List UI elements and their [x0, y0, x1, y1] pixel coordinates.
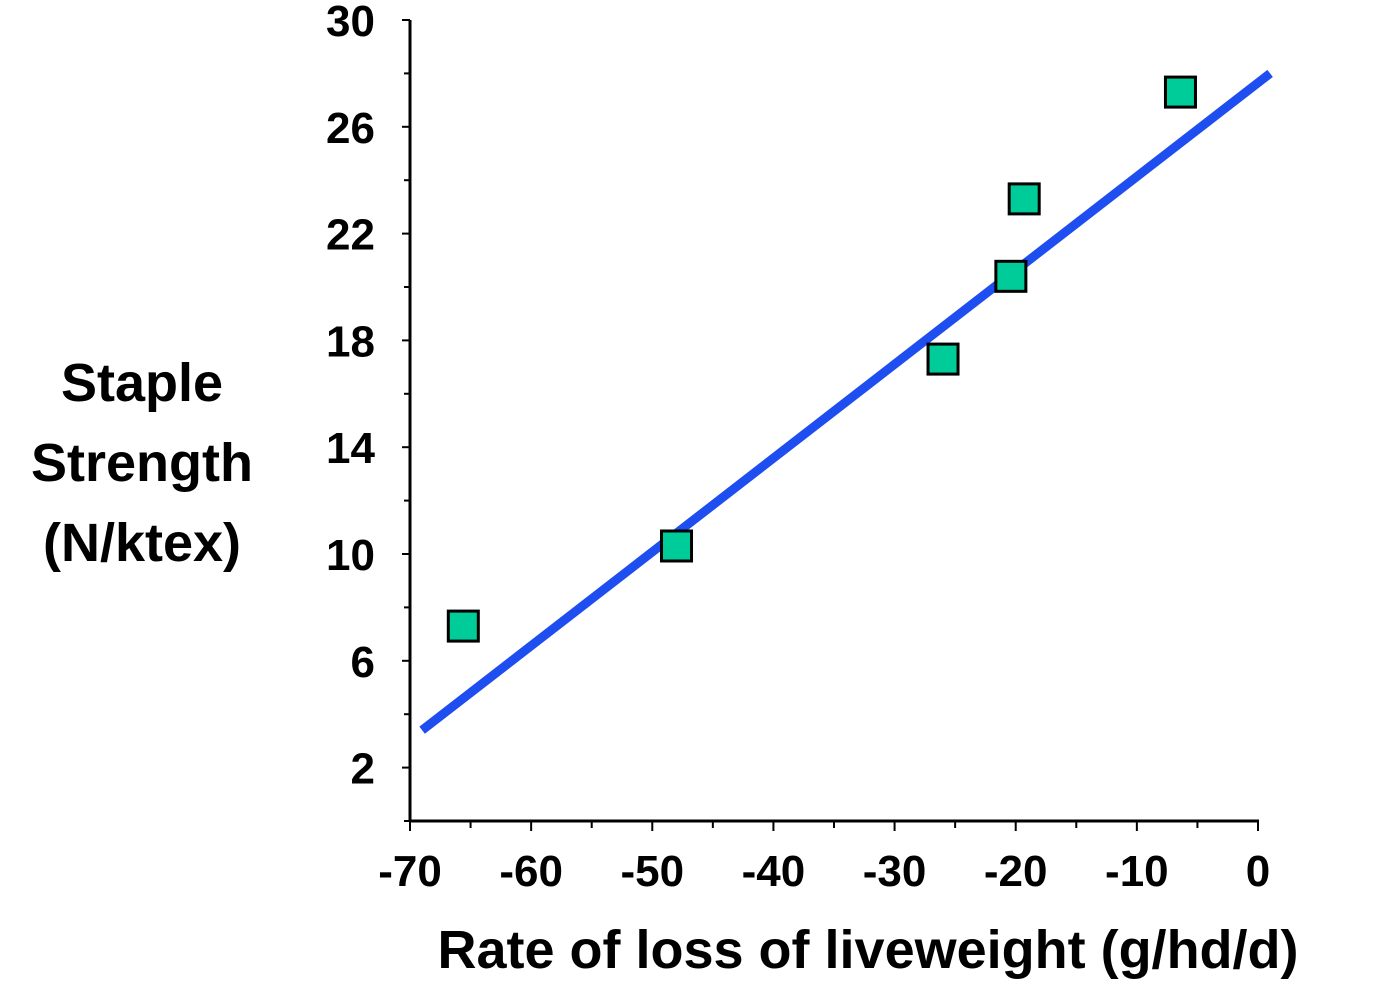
x-tick-label: -10	[1105, 847, 1169, 896]
data-point	[446, 609, 480, 643]
data-point	[1163, 75, 1197, 109]
fit-line-group	[419, 69, 1273, 734]
y-axis-title-line-1: Staple	[61, 353, 223, 413]
x-axis-title: Rate of loss of liveweight (g/hd/d)	[437, 920, 1298, 980]
y-tick-label: 2	[351, 745, 375, 794]
data-point	[660, 529, 694, 563]
axes-group	[408, 20, 1259, 823]
y-tick-label: 22	[326, 211, 375, 260]
data-point	[1007, 182, 1041, 216]
x-tick-label: -30	[863, 847, 927, 896]
x-tick-label: -20	[984, 847, 1048, 896]
y-tick-label: 26	[326, 104, 375, 153]
y-tick-label: 10	[326, 531, 375, 580]
y-tick-label: 14	[326, 424, 375, 473]
data-point	[926, 342, 960, 376]
x-tick-label: -40	[742, 847, 806, 896]
x-tick-label: 0	[1246, 847, 1270, 896]
y-tick-label: 6	[351, 638, 375, 687]
y-tick-label: 18	[326, 317, 375, 366]
y-tick-label: 30	[326, 0, 375, 46]
data-point	[994, 259, 1028, 293]
y-axis-title-line-2: Strength	[31, 433, 253, 493]
y-axis-title-line-3: (N/ktex)	[43, 513, 241, 573]
regression-line	[419, 69, 1273, 734]
x-tick-label: -50	[620, 847, 684, 896]
x-tick-label: -70	[378, 847, 442, 896]
data-points-group	[446, 75, 1197, 643]
x-tick-label: -60	[499, 847, 563, 896]
